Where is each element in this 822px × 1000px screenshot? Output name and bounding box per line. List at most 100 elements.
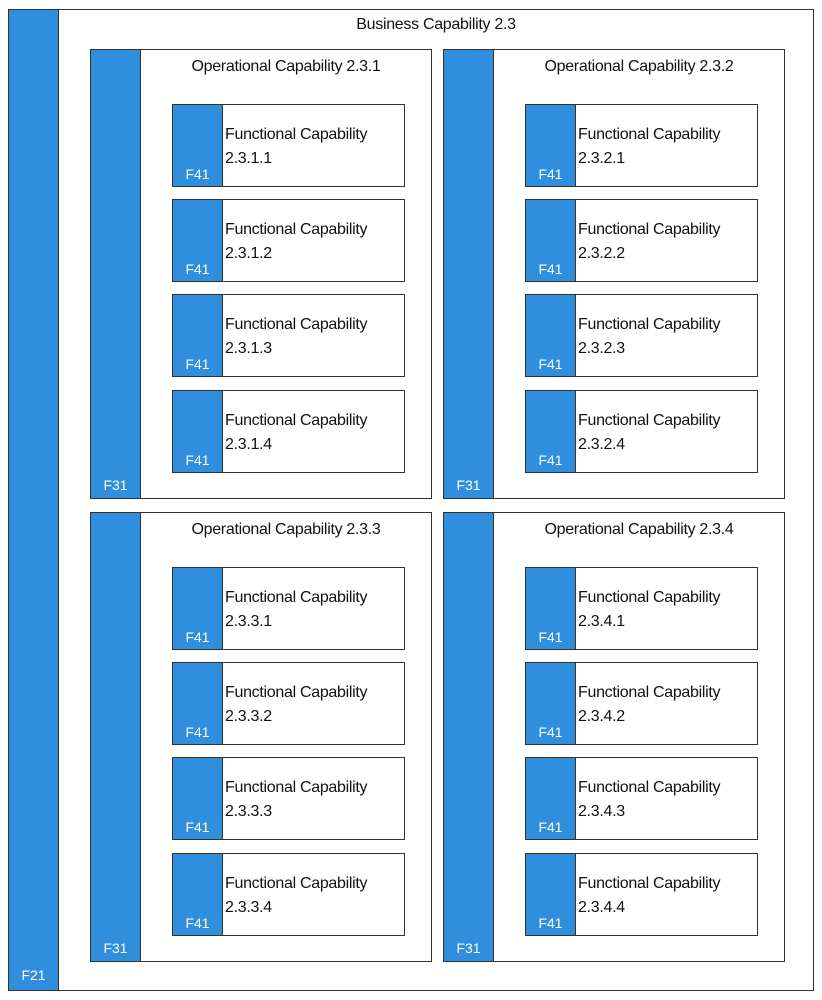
operational-capability-bar: F31 (444, 513, 494, 961)
functional-capability-name: Functional Capability (225, 872, 367, 896)
functional-capability-bar: F41 (526, 200, 576, 281)
functional-capability-label: Functional Capability 2.3.4.3 (578, 776, 720, 824)
functional-capability-box[interactable]: F41 Functional Capability 2.3.2.1 (525, 104, 758, 187)
functional-capability-number: 2.3.1.1 (225, 147, 367, 171)
functional-capability-number: 2.3.3.4 (225, 896, 367, 920)
functional-capability-code: F41 (526, 261, 575, 277)
functional-capability-code: F41 (173, 452, 222, 468)
business-capability-title: Business Capability 2.3 (59, 16, 813, 34)
functional-capability-bar: F41 (526, 391, 576, 472)
functional-capability-bar: F41 (173, 200, 223, 281)
functional-capability-number: 2.3.2.2 (578, 242, 720, 266)
functional-capability-label: Functional Capability 2.3.2.3 (578, 313, 720, 361)
operational-capability-code: F31 (444, 477, 493, 493)
functional-capability-number: 2.3.4.1 (578, 610, 720, 634)
functional-capability-name: Functional Capability (578, 586, 720, 610)
operational-capability-box[interactable]: F31 Operational Capability 2.3.2 F41 Functi… (443, 49, 785, 499)
operational-capability-code: F31 (444, 940, 493, 956)
operational-capability-box[interactable]: F31 Operational Capability 2.3.4 F41 Functi… (443, 512, 785, 962)
functional-capability-bar: F41 (173, 854, 223, 935)
functional-capability-code: F41 (526, 452, 575, 468)
functional-capability-label: Functional Capability 2.3.2.2 (578, 218, 720, 266)
functional-capability-name: Functional Capability (578, 681, 720, 705)
functional-capability-bar: F41 (526, 663, 576, 744)
functional-capability-code: F41 (526, 166, 575, 182)
functional-capability-bar: F41 (526, 758, 576, 839)
functional-capability-number: 2.3.3.1 (225, 610, 367, 634)
functional-capability-number: 2.3.4.2 (578, 705, 720, 729)
functional-capability-box[interactable]: F41 Functional Capability 2.3.4.3 (525, 757, 758, 840)
functional-capability-code: F41 (526, 819, 575, 835)
functional-capability-box[interactable]: F41 Functional Capability 2.3.1.1 (172, 104, 405, 187)
functional-capability-label: Functional Capability 2.3.3.3 (225, 776, 367, 824)
functional-capability-label: Functional Capability 2.3.4.4 (578, 872, 720, 920)
functional-capability-box[interactable]: F41 Functional Capability 2.3.3.4 (172, 853, 405, 936)
functional-capability-number: 2.3.3.3 (225, 800, 367, 824)
functional-capability-code: F41 (526, 915, 575, 931)
functional-capability-bar: F41 (173, 568, 223, 649)
functional-capability-code: F41 (173, 356, 222, 372)
functional-capability-code: F41 (173, 819, 222, 835)
functional-capability-box[interactable]: F41 Functional Capability 2.3.2.2 (525, 199, 758, 282)
functional-capability-bar: F41 (173, 758, 223, 839)
functional-capability-bar: F41 (526, 568, 576, 649)
functional-capability-number: 2.3.3.2 (225, 705, 367, 729)
functional-capability-code: F41 (526, 356, 575, 372)
functional-capability-number: 2.3.2.3 (578, 337, 720, 361)
operational-capability-code: F31 (91, 477, 140, 493)
functional-capability-label: Functional Capability 2.3.4.1 (578, 586, 720, 634)
operational-capability-box[interactable]: F31 Operational Capability 2.3.1 F41 Functi… (90, 49, 432, 499)
operational-capability-title: Operational Capability 2.3.4 (494, 521, 784, 539)
functional-capability-bar: F41 (526, 105, 576, 186)
functional-capability-label: Functional Capability 2.3.1.3 (225, 313, 367, 361)
functional-capability-name: Functional Capability (578, 123, 720, 147)
operational-capability-code: F31 (91, 940, 140, 956)
functional-capability-number: 2.3.1.4 (225, 433, 367, 457)
functional-capability-name: Functional Capability (578, 776, 720, 800)
functional-capability-box[interactable]: F41 Functional Capability 2.3.4.2 (525, 662, 758, 745)
functional-capability-bar: F41 (526, 295, 576, 376)
functional-capability-code: F41 (173, 629, 222, 645)
functional-capability-name: Functional Capability (578, 409, 720, 433)
functional-capability-number: 2.3.4.3 (578, 800, 720, 824)
operational-capability-bar: F31 (91, 513, 141, 961)
functional-capability-box[interactable]: F41 Functional Capability 2.3.1.2 (172, 199, 405, 282)
operational-capability-box[interactable]: F31 Operational Capability 2.3.3 F41 Functi… (90, 512, 432, 962)
functional-capability-code: F41 (173, 724, 222, 740)
functional-capability-box[interactable]: F41 Functional Capability 2.3.2.3 (525, 294, 758, 377)
functional-capability-box[interactable]: F41 Functional Capability 2.3.2.4 (525, 390, 758, 473)
functional-capability-bar: F41 (173, 295, 223, 376)
functional-capability-box[interactable]: F41 Functional Capability 2.3.3.1 (172, 567, 405, 650)
functional-capability-name: Functional Capability (225, 409, 367, 433)
business-capability-bar: F21 (9, 10, 59, 990)
functional-capability-label: Functional Capability 2.3.3.4 (225, 872, 367, 920)
operational-capability-title: Operational Capability 2.3.2 (494, 58, 784, 76)
functional-capability-name: Functional Capability (578, 872, 720, 896)
functional-capability-name: Functional Capability (578, 218, 720, 242)
operational-capability-bar: F31 (444, 50, 494, 498)
functional-capability-bar: F41 (173, 105, 223, 186)
functional-capability-label: Functional Capability 2.3.1.4 (225, 409, 367, 457)
functional-capability-box[interactable]: F41 Functional Capability 2.3.4.1 (525, 567, 758, 650)
functional-capability-code: F41 (526, 629, 575, 645)
functional-capability-code: F41 (173, 261, 222, 277)
functional-capability-name: Functional Capability (225, 681, 367, 705)
functional-capability-number: 2.3.1.2 (225, 242, 367, 266)
operational-capability-title: Operational Capability 2.3.3 (141, 521, 431, 539)
functional-capability-name: Functional Capability (225, 586, 367, 610)
functional-capability-number: 2.3.2.4 (578, 433, 720, 457)
functional-capability-box[interactable]: F41 Functional Capability 2.3.3.2 (172, 662, 405, 745)
functional-capability-number: 2.3.4.4 (578, 896, 720, 920)
functional-capability-box[interactable]: F41 Functional Capability 2.3.3.3 (172, 757, 405, 840)
functional-capability-code: F41 (173, 915, 222, 931)
functional-capability-bar: F41 (173, 663, 223, 744)
functional-capability-box[interactable]: F41 Functional Capability 2.3.4.4 (525, 853, 758, 936)
functional-capability-name: Functional Capability (225, 218, 367, 242)
functional-capability-label: Functional Capability 2.3.2.1 (578, 123, 720, 171)
functional-capability-code: F41 (173, 166, 222, 182)
functional-capability-box[interactable]: F41 Functional Capability 2.3.1.4 (172, 390, 405, 473)
functional-capability-number: 2.3.2.1 (578, 147, 720, 171)
functional-capability-box[interactable]: F41 Functional Capability 2.3.1.3 (172, 294, 405, 377)
functional-capability-label: Functional Capability 2.3.2.4 (578, 409, 720, 457)
functional-capability-label: Functional Capability 2.3.3.1 (225, 586, 367, 634)
